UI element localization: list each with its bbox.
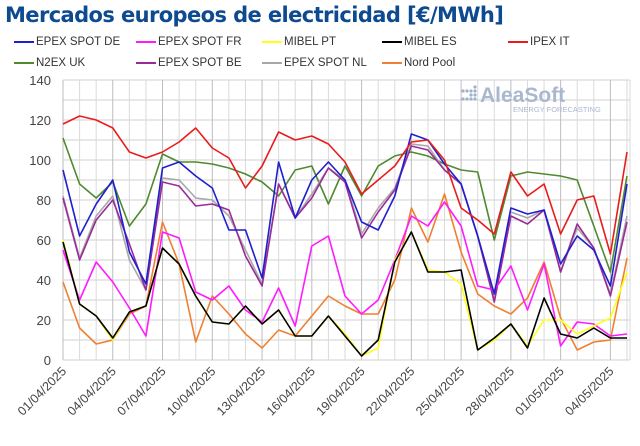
x-tick-label: 07/04/2025 [115,364,169,418]
legend-label: Nord Pool [404,57,456,69]
chart-title: Mercados europeos de electricidad [€/MWh… [5,3,504,27]
legend-label: MIBEL PT [284,36,336,48]
legend-swatch [262,62,282,64]
legend-swatch [136,62,156,64]
y-tick-label: 60 [37,233,51,248]
legend-item: EPEX SPOT BE [136,57,242,69]
legend-swatch [508,41,528,43]
watermark-subtext: ENERGY FORECASTING [513,105,601,114]
x-tick-label: 01/04/2025 [15,364,69,418]
series-line-ipex-it [62,115,628,255]
y-tick-label: 40 [37,273,51,288]
x-tick-label: 10/04/2025 [164,364,218,418]
legend-swatch [382,41,402,43]
legend-item: N2EX UK [14,57,85,69]
legend-label: EPEX SPOT DE [36,36,121,48]
y-tick-label: 120 [29,113,51,128]
series-line-nord-pool [62,193,628,351]
legend-swatch [14,62,34,64]
y-tick-label: 100 [29,153,51,168]
legend-swatch [136,41,156,43]
x-tick-label: 19/04/2025 [314,364,368,418]
legend-label: EPEX SPOT NL [284,57,367,69]
y-tick-label: 20 [37,313,51,328]
x-tick-label: 04/05/2025 [562,364,616,418]
legend-label: N2EX UK [36,57,86,69]
x-tick-label: 16/04/2025 [264,364,318,418]
y-tick-label: 0 [44,353,51,368]
legend-label: IPEX IT [530,36,570,48]
legend-item: EPEX SPOT DE [14,36,120,48]
legend-swatch [262,41,282,43]
x-tick-label: 04/04/2025 [65,364,119,418]
legend-item: EPEX SPOT NL [262,57,367,69]
legend-item: EPEX SPOT FR [136,36,242,48]
aleasoft-watermark [461,85,477,101]
x-tick-label: 01/05/2025 [513,364,567,418]
series-line-n2ex-uk [62,137,628,273]
legend-swatch [14,41,34,43]
legend-label: EPEX SPOT BE [158,57,242,69]
legend-label: EPEX SPOT FR [158,36,242,48]
series-line-mibel-es [62,231,627,357]
x-tick-label: 25/04/2025 [413,364,467,418]
legend-label: MIBEL ES [404,36,457,48]
watermark-text: AleaSoft [480,84,565,107]
series-line-epex-spot-de [62,133,628,295]
x-tick-label: 22/04/2025 [363,364,417,418]
y-tick-label: 80 [37,193,51,208]
legend-item: MIBEL ES [382,36,457,48]
legend-item: Nord Pool [382,57,455,69]
legend-item: MIBEL PT [262,36,336,48]
legend-item: IPEX IT [508,36,570,48]
x-tick-label: 28/04/2025 [463,364,517,418]
y-tick-label: 140 [29,73,51,88]
legend-swatch [382,62,402,64]
x-tick-label: 13/04/2025 [214,364,268,418]
